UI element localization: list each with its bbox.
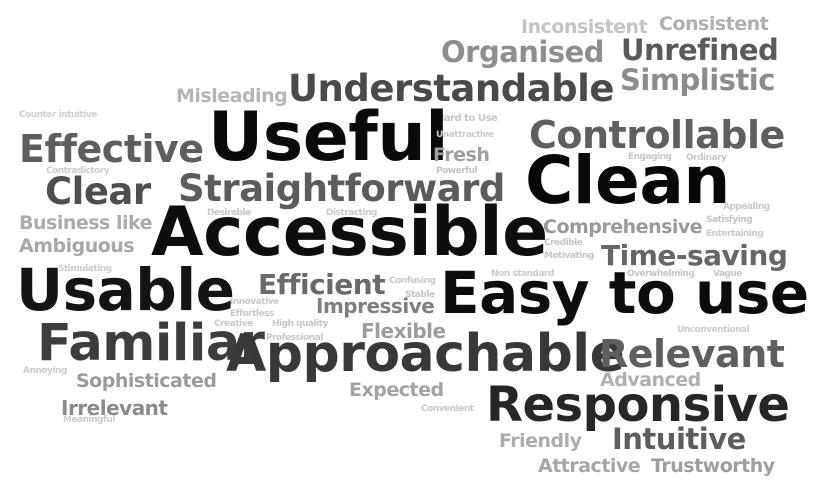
- word-annoying: Annoying: [23, 366, 67, 376]
- word-responsive: Responsive: [486, 377, 790, 433]
- word-clear: Clear: [45, 170, 151, 213]
- word-accessible: Accessible: [151, 193, 548, 272]
- word-credible: Credible: [544, 238, 583, 248]
- word-controllable: Controllable: [529, 113, 785, 157]
- word-vague: Vague: [713, 269, 743, 279]
- word-business-like: Business like: [19, 212, 153, 234]
- word-effective: Effective: [19, 127, 204, 171]
- word-unconventional: Unconventional: [677, 325, 750, 335]
- word-stimulating: Stimulating: [58, 264, 112, 274]
- word-hard-to-use: Hard to Use: [436, 113, 498, 124]
- word-convenient: Convenient: [421, 404, 474, 414]
- word-impressive: Impressive: [316, 294, 435, 318]
- word-familiar: Familiar: [37, 314, 265, 373]
- word-simplistic: Simplistic: [620, 63, 775, 97]
- word-meaningful: Meaningful: [63, 415, 115, 425]
- word-expected: Expected: [349, 379, 444, 401]
- word-desirable: Desirable: [207, 208, 251, 218]
- word-misleading: Misleading: [176, 85, 288, 107]
- word-ambiguous: Ambiguous: [19, 235, 135, 257]
- word-overwhelming: Overwhelming: [627, 269, 695, 279]
- word-sophisticated: Sophisticated: [76, 370, 217, 392]
- word-comprehensive: Comprehensive: [543, 216, 703, 238]
- word-unattractive: Unattractive: [436, 130, 494, 140]
- word-fresh: Fresh: [433, 144, 490, 166]
- word-understandable: Understandable: [288, 67, 614, 110]
- word-counter-intuitive: Counter intuitive: [19, 110, 97, 120]
- word-appealing: Appealing: [723, 202, 770, 212]
- word-attractive: Attractive: [538, 455, 641, 477]
- word-professional: Professional: [266, 333, 323, 343]
- word-unrefined: Unrefined: [621, 33, 779, 67]
- word-engaging: Engaging: [628, 152, 672, 162]
- word-entertaining: Entertaining: [706, 229, 764, 239]
- word-approachable: Approachable: [226, 324, 625, 384]
- word-friendly: Friendly: [499, 430, 582, 452]
- word-advanced: Advanced: [600, 369, 701, 391]
- word-organised: Organised: [441, 35, 605, 69]
- word-consistent: Consistent: [659, 13, 769, 35]
- word-intuitive: Intuitive: [612, 422, 746, 456]
- word-inconsistent: Inconsistent: [521, 16, 648, 38]
- word-stable: Stable: [405, 290, 435, 300]
- word-powerful: Powerful: [436, 166, 478, 176]
- word-efficient: Efficient: [258, 268, 386, 301]
- word-useful: Useful: [208, 98, 449, 177]
- word-flexible: Flexible: [361, 319, 446, 343]
- word-time-saving: Time-saving: [601, 239, 788, 272]
- word-clean: Clean: [525, 142, 730, 219]
- word-motivating: Motivating: [544, 251, 594, 261]
- word-non-standard: Non standard: [491, 269, 554, 279]
- word-effortless: Effortless: [230, 309, 274, 319]
- word-innovative: Innovative: [230, 297, 279, 307]
- word-distracting: Distracting: [326, 208, 377, 218]
- word-satisfying: Satisfying: [706, 215, 753, 225]
- word-irrelevant: Irrelevant: [61, 396, 168, 420]
- word-confusing: Confusing: [389, 276, 436, 286]
- word-high-quality: High quality: [272, 319, 328, 329]
- word-ordinary: Ordinary: [686, 153, 727, 163]
- word-relevant: Relevant: [599, 332, 785, 376]
- word-creative: Creative: [214, 319, 253, 329]
- word-usable: Usable: [16, 256, 235, 324]
- word-contradictory: Contradictory: [46, 166, 110, 176]
- word-easy-to-use: Easy to use: [440, 259, 809, 327]
- word-trustworthy: Trustworthy: [651, 455, 775, 477]
- word-straightforward: Straightforward: [178, 167, 505, 210]
